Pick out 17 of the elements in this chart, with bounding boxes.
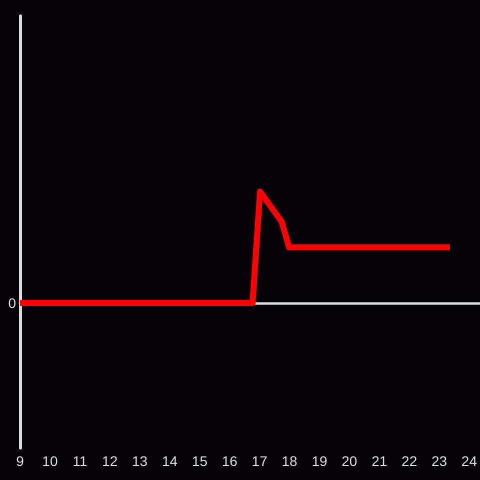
x-tick-label: 20 (342, 453, 358, 469)
x-tick-label: 18 (282, 453, 298, 469)
x-tick-label: 21 (372, 453, 388, 469)
x-tick-label: 15 (192, 453, 208, 469)
x-tick-label: 19 (312, 453, 328, 469)
text: 0 (8, 295, 16, 311)
x-tick-label: 14 (162, 453, 178, 469)
x-tick-label: 17 (252, 453, 268, 469)
x-tick-label: 10 (42, 453, 58, 469)
x-tick-label: 9 (16, 453, 24, 469)
x-tick-label: 12 (102, 453, 118, 469)
x-tick-label: 11 (72, 453, 88, 469)
x-tick-label: 23 (431, 453, 448, 469)
x-tick-label: 13 (132, 453, 148, 469)
x-tick-label: 16 (222, 453, 238, 469)
x-tick-label: 22 (402, 453, 418, 469)
x-tick-label: 24 (461, 453, 478, 469)
